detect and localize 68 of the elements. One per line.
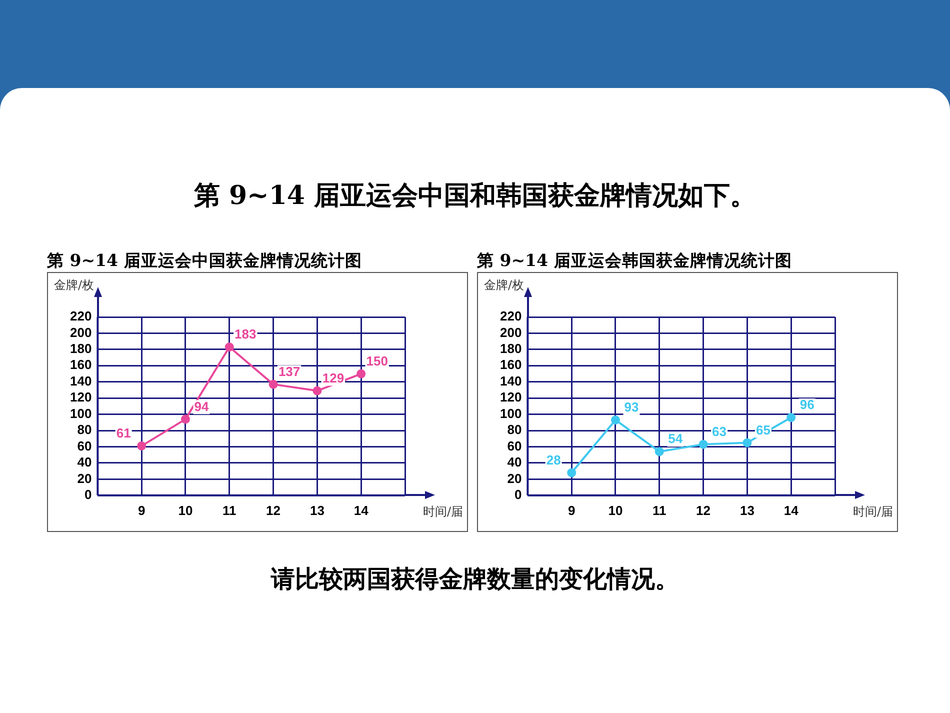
point bbox=[786, 413, 796, 422]
y-tick-label: 100 bbox=[70, 406, 92, 421]
y-tick-label: 60 bbox=[77, 438, 92, 454]
data-label: 183 bbox=[234, 326, 256, 342]
data-label: 93 bbox=[624, 400, 639, 415]
x-tick-label: 12 bbox=[266, 502, 281, 518]
y-tick-label: 40 bbox=[77, 454, 92, 470]
y-tick-label: 0 bbox=[514, 486, 522, 502]
x-tick-label: 9 bbox=[568, 502, 576, 518]
point bbox=[742, 438, 752, 448]
point bbox=[268, 380, 278, 389]
x-axis-title: 时间/届 bbox=[852, 504, 893, 519]
y-tick-label: 220 bbox=[500, 308, 522, 324]
y-axis-title: 金牌/枚 bbox=[484, 277, 524, 293]
y-tick-label: 140 bbox=[500, 373, 522, 388]
y-axis-title: 金牌/枚 bbox=[54, 277, 94, 293]
y-tick-label: 120 bbox=[70, 390, 92, 405]
point bbox=[180, 414, 190, 424]
point bbox=[224, 342, 234, 352]
y-tick-label: 120 bbox=[500, 390, 522, 405]
x-tick-label: 11 bbox=[652, 502, 666, 518]
x-tick-label: 12 bbox=[696, 502, 711, 518]
point bbox=[698, 440, 708, 449]
y-tick-label: 180 bbox=[70, 341, 92, 356]
y-tick-label: 140 bbox=[70, 373, 92, 388]
point bbox=[567, 468, 576, 478]
x-tick-label: 14 bbox=[784, 502, 800, 518]
point bbox=[610, 415, 620, 424]
text: 第 9~14 届亚运会中国和韩国获金牌情况如下。 bbox=[192, 180, 758, 213]
data-label: 61 bbox=[116, 426, 131, 441]
x-tick-label: 9 bbox=[138, 502, 146, 518]
y-tick-label: 100 bbox=[500, 406, 522, 421]
data-label: 137 bbox=[278, 364, 300, 379]
data-label: 94 bbox=[194, 398, 210, 414]
point bbox=[137, 441, 146, 450]
data-label: 54 bbox=[668, 431, 684, 446]
x-tick-label: 14 bbox=[354, 502, 370, 518]
point bbox=[654, 447, 664, 456]
data-label: 129 bbox=[322, 370, 344, 386]
x-tick-label: 13 bbox=[310, 502, 324, 518]
chart-title: 第 9~14 届亚运会中国获金牌情况统计图 bbox=[47, 250, 363, 272]
data-label: 150 bbox=[366, 353, 388, 368]
y-tick-label: 80 bbox=[77, 422, 92, 438]
y-tick-label: 160 bbox=[500, 357, 522, 372]
point bbox=[356, 369, 366, 378]
x-tick-label: 10 bbox=[608, 502, 623, 518]
y-tick-label: 20 bbox=[507, 470, 522, 486]
y-tick-label: 200 bbox=[500, 324, 522, 340]
data-label: 28 bbox=[546, 452, 561, 468]
y-tick-label: 80 bbox=[507, 422, 522, 438]
data-label: 96 bbox=[800, 397, 814, 412]
x-tick-label: 13 bbox=[740, 502, 754, 518]
y-tick-label: 20 bbox=[77, 470, 92, 486]
y-tick-label: 0 bbox=[84, 486, 92, 502]
x-tick-label: 10 bbox=[178, 502, 193, 518]
y-tick-label: 60 bbox=[507, 438, 522, 454]
chart-title: 第 9~14 届亚运会韩国获金牌情况统计图 bbox=[477, 250, 793, 272]
y-tick-label: 180 bbox=[500, 341, 522, 356]
x-tick-label: 11 bbox=[222, 502, 236, 518]
y-tick-label: 160 bbox=[70, 357, 92, 372]
x-axis-title: 时间/届 bbox=[422, 504, 463, 519]
data-label: 65 bbox=[756, 422, 770, 438]
data-label: 63 bbox=[712, 424, 727, 439]
y-tick-label: 200 bbox=[70, 324, 92, 340]
point bbox=[312, 386, 322, 396]
y-tick-label: 40 bbox=[507, 454, 522, 470]
text: 请比较两国获得金牌数量的变化情况。 bbox=[270, 563, 680, 595]
y-tick-label: 220 bbox=[70, 308, 92, 324]
